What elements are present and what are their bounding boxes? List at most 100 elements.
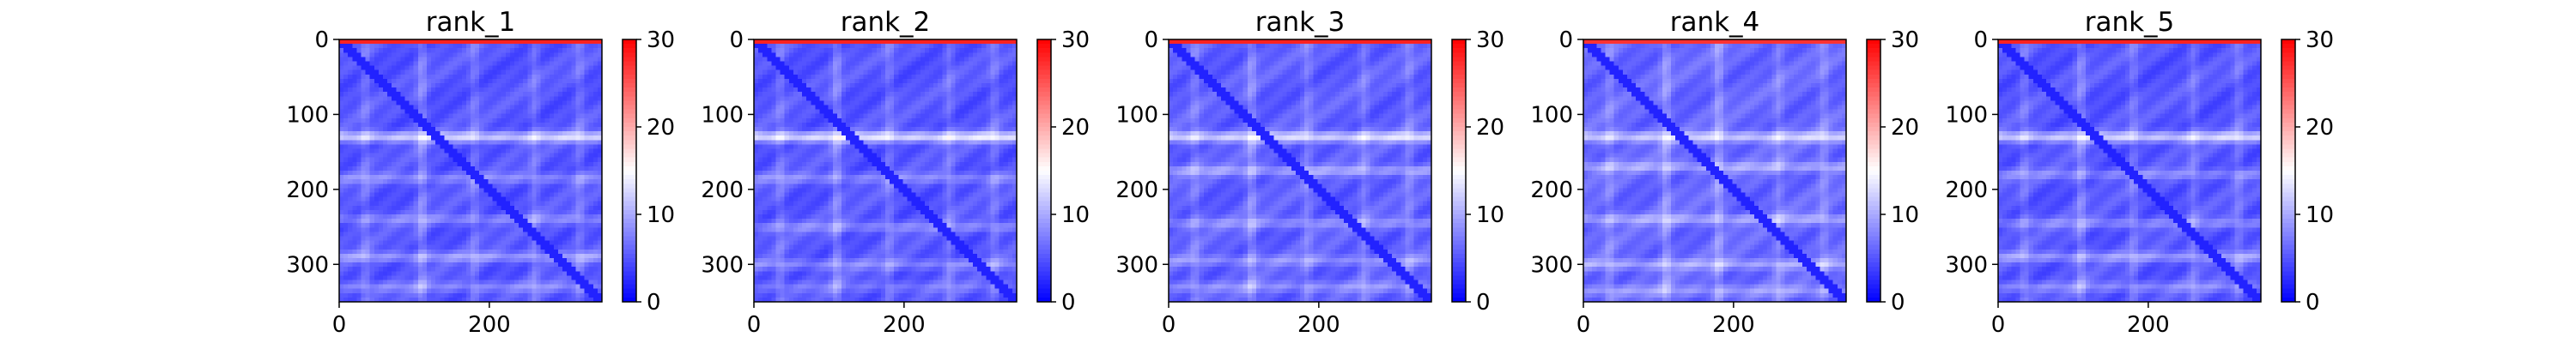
heatmap-cell <box>400 196 406 202</box>
heatmap-cell <box>549 140 555 145</box>
heatmap-cell <box>365 214 371 220</box>
heatmap-cell <box>488 262 494 268</box>
heatmap-cell <box>898 69 903 75</box>
heatmap-cell <box>562 214 568 220</box>
heatmap-cell <box>575 157 581 163</box>
heatmap-cell <box>392 258 397 263</box>
heatmap-cell <box>435 127 440 132</box>
heatmap-cell <box>828 96 834 101</box>
heatmap-cell <box>505 292 511 298</box>
heatmap-cell <box>392 57 397 63</box>
heatmap-cell <box>413 175 419 180</box>
heatmap-cell <box>523 122 528 128</box>
heatmap-cell <box>457 196 463 202</box>
heatmap-cell <box>465 184 471 189</box>
heatmap-cell <box>519 280 524 286</box>
heatmap-cell <box>898 87 903 93</box>
heatmap-cell <box>396 219 401 224</box>
heatmap-cell <box>567 271 572 276</box>
heatmap-cell <box>597 157 603 163</box>
heatmap-cell <box>440 196 445 202</box>
heatmap-cell <box>819 57 825 63</box>
heatmap-cell <box>417 175 423 180</box>
heatmap-cell <box>907 96 913 101</box>
heatmap-cell <box>527 209 532 215</box>
heatmap-cell <box>762 127 768 132</box>
heatmap-cell <box>448 157 454 163</box>
heatmap-cell <box>465 188 471 194</box>
heatmap-cell <box>505 140 511 145</box>
heatmap-cell <box>343 109 349 115</box>
heatmap-cell <box>409 131 415 136</box>
heatmap-cell <box>409 113 415 119</box>
heatmap-cell <box>841 92 847 97</box>
heatmap-cell <box>356 223 362 228</box>
heatmap-cell <box>417 52 423 57</box>
colorbar-segment <box>623 135 636 141</box>
heatmap-cell <box>471 87 476 93</box>
colorbar-segment <box>623 184 636 189</box>
heatmap-cell <box>986 39 991 45</box>
heatmap-cell <box>872 44 878 49</box>
heatmap-cell <box>562 201 568 207</box>
heatmap-cell <box>536 131 542 136</box>
heatmap-cell <box>488 271 494 276</box>
heatmap-cell <box>501 92 507 97</box>
heatmap-cell <box>352 267 357 272</box>
heatmap-cell <box>1003 57 1009 63</box>
heatmap-cell <box>762 83 768 88</box>
heatmap-cell <box>571 157 576 163</box>
heatmap-cell <box>836 61 842 67</box>
heatmap-cell <box>496 223 502 228</box>
heatmap-cell <box>806 100 811 106</box>
heatmap-cell <box>409 78 415 84</box>
colorbar-segment <box>623 48 636 53</box>
heatmap-cell <box>911 131 917 136</box>
heatmap-cell <box>461 214 467 220</box>
heatmap-cell <box>365 205 371 211</box>
heatmap-cell <box>514 184 519 189</box>
heatmap-cell <box>588 157 594 163</box>
heatmap-cell <box>409 117 415 123</box>
heatmap-cell <box>387 161 392 167</box>
heatmap-cell <box>823 122 829 128</box>
heatmap-cell <box>448 144 454 150</box>
heatmap-cell <box>867 100 873 106</box>
heatmap-cell <box>413 74 419 80</box>
heatmap-cell <box>898 65 903 71</box>
heatmap-cell <box>567 48 572 53</box>
heatmap-cell <box>558 44 563 49</box>
heatmap-cell <box>544 65 550 71</box>
heatmap-cell <box>369 297 375 303</box>
heatmap-cell <box>465 227 471 232</box>
heatmap-cell <box>514 113 519 119</box>
heatmap-cell <box>540 249 546 255</box>
heatmap-cell <box>519 52 524 57</box>
heatmap-cell <box>788 44 794 49</box>
colorbar-segment <box>623 100 636 106</box>
heatmap-cell <box>584 188 590 194</box>
heatmap-cell <box>823 39 829 45</box>
heatmap-cell <box>575 262 581 268</box>
heatmap-cell <box>924 61 930 67</box>
heatmap-cell <box>457 78 463 84</box>
heatmap-cell <box>387 188 392 194</box>
heatmap-cell <box>479 223 484 228</box>
heatmap-cell <box>339 69 344 75</box>
heatmap-cell <box>588 223 594 228</box>
heatmap-cell <box>374 267 380 272</box>
heatmap-cell <box>580 122 586 128</box>
heatmap-cell <box>933 127 939 132</box>
heatmap-cell <box>444 271 450 276</box>
heatmap-cell <box>584 153 590 159</box>
heatmap-cell <box>580 236 586 242</box>
heatmap-cell <box>558 78 563 84</box>
heatmap-cell <box>894 92 899 97</box>
heatmap-cell <box>479 109 484 115</box>
heatmap-cell <box>549 69 555 75</box>
heatmap-cell <box>413 188 419 194</box>
heatmap-cell <box>505 236 511 242</box>
heatmap-cell <box>951 127 957 132</box>
heatmap-cell <box>946 131 952 136</box>
heatmap-cell <box>417 44 423 49</box>
